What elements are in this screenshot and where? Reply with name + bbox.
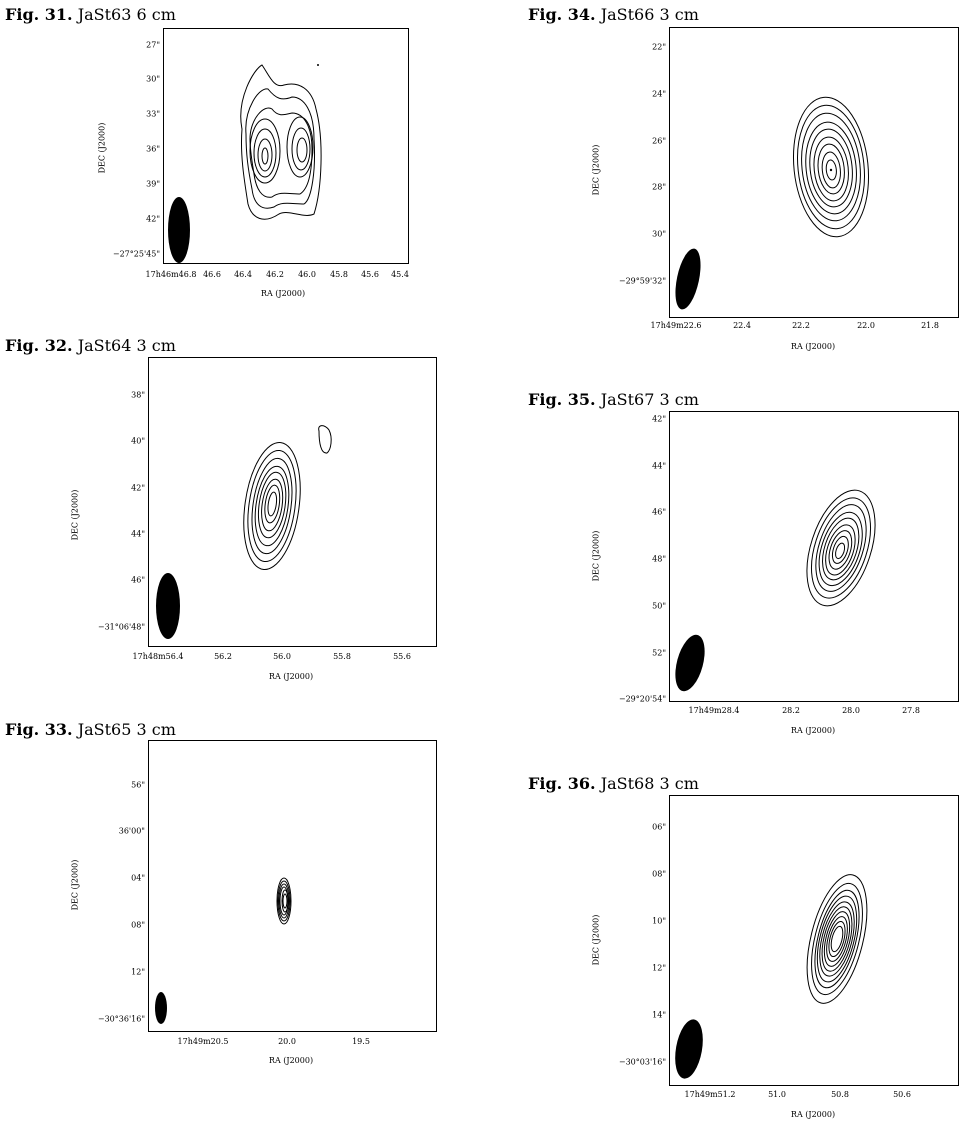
contour-map <box>168 64 322 263</box>
contour-map <box>675 874 868 1079</box>
y-tick-label: −31°06'48" <box>97 622 145 632</box>
y-tick-label: 56" <box>131 780 145 790</box>
contour-plot-panel <box>148 357 437 647</box>
x-tick-label: 46.6 <box>203 270 221 279</box>
figure-caption: Fig. 31. JaSt63 6 cm <box>5 5 176 24</box>
contour-plot-panel <box>148 740 437 1032</box>
y-tick-label: 44" <box>131 529 145 539</box>
x-tick-label: 17h49m20.5 <box>177 1037 229 1046</box>
x-tick-label: 17h49m22.6 <box>650 321 702 330</box>
contour-plot-panel <box>163 28 409 264</box>
x-tick-label: 45.8 <box>330 270 348 279</box>
y-tick-label: −30°03'16" <box>618 1057 666 1067</box>
y-tick-label: 10" <box>652 916 666 926</box>
x-axis-label: RA (J2000) <box>790 726 836 735</box>
x-tick-label: 22.2 <box>792 321 810 330</box>
x-tick-label: 55.6 <box>393 652 411 661</box>
x-tick-label: 45.4 <box>391 270 409 279</box>
y-tick-label: 42" <box>131 483 145 493</box>
x-axis-label: RA (J2000) <box>268 1056 314 1065</box>
x-tick-label: 17h49m51.2 <box>684 1090 736 1099</box>
contour-map <box>675 489 876 692</box>
y-tick-label: −29°20'54" <box>618 694 666 704</box>
y-axis-label: DEC (J2000) <box>97 122 107 174</box>
x-tick-label: 46.0 <box>298 270 316 279</box>
y-tick-label: 48" <box>652 554 666 564</box>
x-axis-label: RA (J2000) <box>260 289 306 298</box>
x-tick-label: 19.5 <box>352 1037 370 1046</box>
y-tick-label: 44" <box>652 461 666 471</box>
contour-map <box>675 96 870 310</box>
y-tick-label: 50" <box>652 601 666 611</box>
y-tick-label: 22" <box>652 42 666 52</box>
y-axis-label: DEC (J2000) <box>70 489 80 541</box>
y-tick-label: 39" <box>146 179 160 189</box>
x-tick-label: 17h49m28.4 <box>688 706 740 715</box>
y-tick-label: 06" <box>652 822 666 832</box>
x-tick-label: 51.0 <box>768 1090 786 1099</box>
y-tick-label: 42" <box>652 414 666 424</box>
y-tick-label: 40" <box>131 436 145 446</box>
figure-caption: Fig. 33. JaSt65 3 cm <box>5 720 176 739</box>
y-tick-label: 52" <box>652 648 666 658</box>
x-axis-label: RA (J2000) <box>790 1110 836 1119</box>
x-axis-label: RA (J2000) <box>790 342 836 351</box>
y-tick-label: 46" <box>131 575 145 585</box>
figure-caption: Fig. 32. JaSt64 3 cm <box>5 336 176 355</box>
x-axis-label: RA (J2000) <box>268 672 314 681</box>
y-tick-label: 28" <box>652 182 666 192</box>
y-tick-label: 38" <box>131 390 145 400</box>
y-tick-label: 24" <box>652 89 666 99</box>
x-tick-label: 50.6 <box>893 1090 911 1099</box>
x-tick-label: 28.0 <box>842 706 860 715</box>
y-tick-label: 04" <box>131 873 145 883</box>
x-tick-label: 27.8 <box>902 706 920 715</box>
figure-caption: Fig. 36. JaSt68 3 cm <box>528 774 699 793</box>
x-tick-label: 28.2 <box>782 706 800 715</box>
y-tick-label: 08" <box>652 869 666 879</box>
y-tick-label: 12" <box>652 963 666 973</box>
y-tick-label: 33" <box>146 109 160 119</box>
y-tick-label: −29°59'32" <box>618 276 666 286</box>
x-tick-label: 22.0 <box>857 321 875 330</box>
x-tick-label: 56.0 <box>273 652 291 661</box>
x-tick-label: 45.6 <box>361 270 379 279</box>
y-tick-label: 27" <box>146 40 160 50</box>
y-tick-label: 36'00" <box>118 826 145 836</box>
y-tick-label: 12" <box>131 967 145 977</box>
y-tick-label: 36" <box>146 144 160 154</box>
x-tick-label: 17h46m46.8 <box>145 270 197 279</box>
figure-caption: Fig. 35. JaSt67 3 cm <box>528 390 699 409</box>
y-axis-label: DEC (J2000) <box>591 144 601 196</box>
y-tick-label: 30" <box>652 229 666 239</box>
x-tick-label: 46.4 <box>234 270 252 279</box>
y-tick-label: 30" <box>146 74 160 84</box>
y-tick-label: 42" <box>146 214 160 224</box>
contour-plot-panel <box>669 411 959 702</box>
y-tick-label: 08" <box>131 920 145 930</box>
y-tick-label: 14" <box>652 1010 666 1020</box>
y-tick-label: 26" <box>652 136 666 146</box>
x-tick-label: 20.0 <box>278 1037 296 1046</box>
x-tick-label: 22.4 <box>733 321 751 330</box>
x-tick-label: 21.8 <box>921 321 939 330</box>
y-tick-label: −30°36'16" <box>97 1014 145 1024</box>
contour-map <box>155 877 292 1024</box>
x-tick-label: 55.8 <box>333 652 351 661</box>
contour-plot-panel <box>669 27 959 318</box>
x-tick-label: 50.8 <box>831 1090 849 1099</box>
x-tick-label: 46.2 <box>266 270 284 279</box>
contour-map <box>156 425 332 639</box>
y-axis-label: DEC (J2000) <box>591 914 601 966</box>
x-tick-label: 17h48m56.4 <box>132 652 184 661</box>
y-tick-label: 46" <box>652 507 666 517</box>
y-axis-label: DEC (J2000) <box>591 530 601 582</box>
y-axis-label: DEC (J2000) <box>70 859 80 911</box>
y-tick-label: −27°25'45" <box>112 249 160 259</box>
contour-plot-panel <box>669 795 959 1086</box>
x-tick-label: 56.2 <box>214 652 232 661</box>
figure-caption: Fig. 34. JaSt66 3 cm <box>528 5 699 24</box>
